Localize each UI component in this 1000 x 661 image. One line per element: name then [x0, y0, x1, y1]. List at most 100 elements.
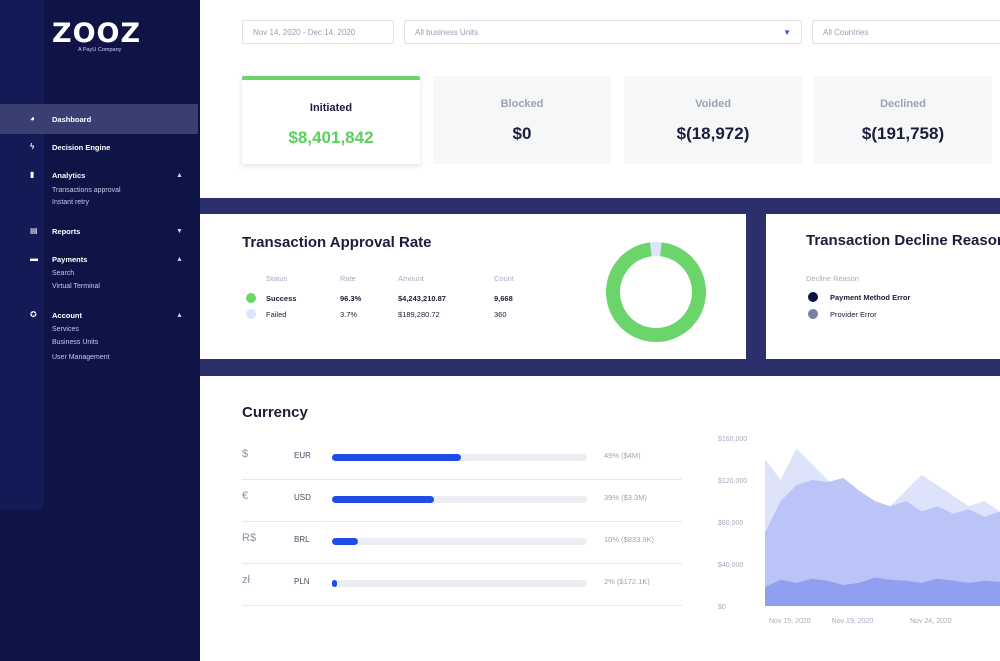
approval-donut-chart [606, 242, 706, 342]
kpi-value: $0 [512, 124, 532, 143]
rate-cell: 3.7% [340, 310, 358, 319]
sidebar-item-analytics[interactable]: ▮ Analytics ▲ [0, 160, 198, 190]
column-header: Rate [340, 274, 356, 283]
currency-share: 39% ($3.3M) [604, 493, 647, 502]
column-header: Status [266, 274, 288, 283]
currency-share: 10% ($833.9K) [604, 535, 655, 544]
currency-code: USD [294, 493, 311, 502]
decline-reason-label: Provider Error [830, 310, 877, 319]
currency-row-usd: € USD 39% ($3.3M) [242, 480, 682, 522]
kpi-initiated-card[interactable]: Initiated $8,401,842 [242, 76, 420, 164]
kpi-label: Blocked [500, 98, 544, 110]
column-header: Count [494, 274, 515, 283]
filter-bar: Nov 14, 2020 - Dec 14, 2020 All business… [200, 0, 1000, 62]
sidebar-item-account[interactable]: ✪ Account ▲ [0, 300, 198, 330]
decline-reasons-panel: Transaction Decline Reasons Decline Reas… [766, 214, 1000, 359]
y-tick-label: $160,000 [718, 436, 747, 443]
amount-cell: $189,280.72 [398, 310, 440, 319]
currency-bar-track [332, 538, 587, 545]
kpi-declined-card[interactable]: Declined $(191,758) [814, 76, 992, 164]
currency-bar-fill [332, 538, 359, 545]
decline-reason-label: Payment Method Error [830, 293, 911, 302]
sidebar-rail [0, 0, 44, 510]
area-series-1 [765, 477, 1000, 606]
payment-method-error-dot [808, 292, 818, 302]
currency-symbol: $ [242, 448, 249, 460]
amount-cell: $4,243,210.87 [398, 294, 446, 303]
currency-row-eur: $ EUR 49% ($4M) [242, 438, 682, 480]
date-range-picker[interactable]: Nov 14, 2020 - Dec 14, 2020 [242, 20, 394, 44]
sidebar-item-decision-engine[interactable]: ϟ Decision Engine [0, 132, 198, 162]
column-header: Decline Reason [806, 274, 859, 283]
kpi-blocked-card[interactable]: Blocked $0 [433, 76, 611, 164]
pie-icon: ◕ [30, 114, 35, 123]
currency-bar-fill [332, 496, 435, 503]
status-cell: Failed [266, 310, 287, 319]
chevron-up-icon[interactable]: ▲ [176, 311, 183, 319]
sidebar-subitem-business-units[interactable]: Business Units [52, 339, 99, 346]
currency-bar-track [332, 580, 587, 587]
currency-share: 49% ($4M) [604, 451, 641, 460]
kpi-value: $(191,758) [861, 124, 945, 143]
y-tick-label: $120,000 [718, 478, 747, 485]
sidebar-subitem-services[interactable]: Services [52, 326, 79, 333]
sidebar-item-label: Analytics [52, 170, 86, 180]
sidebar-subitem-virtual-terminal[interactable]: Virtual Terminal [52, 283, 100, 290]
x-tick-label: Nov 24, 2020 [910, 618, 952, 625]
dropdown-arrow-icon: ▼ [783, 28, 791, 37]
area-series-2 [765, 577, 1000, 606]
count-cell: 360 [494, 310, 507, 319]
sidebar-item-label: Dashboard [52, 114, 92, 124]
sidebar: ZOOZ A PayU Company ◕ Dashboard ϟ Decisi… [0, 0, 200, 661]
provider-error-dot [808, 309, 818, 319]
bar-chart-icon: ▮ [30, 170, 35, 179]
sidebar-item-payments[interactable]: ▬ Payments ▲ [0, 244, 198, 274]
kpi-label: Voided [695, 98, 731, 110]
kpi-value: $8,401,842 [288, 128, 374, 147]
kpi-section: Initiated $8,401,842 Blocked $0 Voided $… [200, 62, 1000, 198]
x-tick-label: Nov 15, 2020 [769, 618, 811, 625]
y-tick-label: $40,000 [718, 562, 743, 569]
area-chart-svg: $160,000 $120,000 $80,000 $40,000 $0 Nov 15, … [718, 436, 1000, 625]
sidebar-item-label: Payments [52, 254, 88, 264]
chevron-up-icon[interactable]: ▲ [176, 255, 183, 263]
status-cell: Success [266, 294, 297, 303]
business-units-value: All business Units [415, 28, 479, 37]
kpi-voided-card[interactable]: Voided $(18,972) [624, 76, 802, 164]
currency-area-chart: $160,000 $120,000 $80,000 $40,000 $0 Nov 15, … [710, 426, 1000, 661]
card-icon: ▬ [30, 254, 38, 263]
sidebar-item-label: Decision Engine [52, 142, 111, 152]
rate-cell: 96.3% [340, 294, 362, 303]
business-units-select[interactable]: All business Units ▼ [404, 20, 802, 44]
sidebar-item-dashboard[interactable]: ◕ Dashboard [0, 104, 198, 134]
chevron-up-icon[interactable]: ▲ [176, 171, 183, 179]
count-cell: 9,668 [494, 294, 513, 303]
approval-rate-panel: Transaction Approval Rate Status Rate Am… [200, 214, 746, 359]
chevron-down-icon[interactable]: ▼ [176, 227, 183, 235]
x-tick-label: Nov 19, 2020 [832, 618, 874, 625]
currency-symbol: R$ [242, 532, 257, 544]
failed-legend-dot [246, 309, 256, 319]
sidebar-item-label: Reports [52, 226, 81, 236]
currency-share: 2% ($172.1K) [604, 577, 650, 586]
sidebar-item-reports[interactable]: ▤ Reports ▼ [0, 216, 198, 246]
sidebar-item-label: Account [52, 310, 82, 320]
bolt-icon: ϟ [30, 142, 35, 151]
currency-symbol: zł [242, 574, 250, 586]
success-legend-dot [246, 293, 256, 303]
donut-slice-success [606, 242, 706, 342]
currency-row-brl: R$ BRL 10% ($833.9K) [242, 522, 682, 564]
countries-select[interactable]: All Countries [812, 20, 1000, 44]
sidebar-subitem-search[interactable]: Search [52, 270, 75, 277]
currency-symbol: € [242, 490, 249, 502]
sidebar-subitem-transactions-approval[interactable]: Transactions approval [52, 187, 121, 194]
zooz-logo[interactable]: ZOOZ [52, 18, 142, 49]
sidebar-subitem-user-management[interactable]: User Management [52, 354, 110, 361]
kpi-value: $(18,972) [676, 124, 750, 143]
sidebar-subitem-instant-retry[interactable]: Instant retry [52, 199, 89, 206]
currency-bar-track [332, 496, 587, 503]
panel-title: Transaction Decline Reasons [806, 232, 1000, 249]
gear-icon: ✪ [30, 310, 37, 319]
currency-title: Currency [242, 404, 308, 421]
kpi-label: Declined [880, 98, 926, 110]
